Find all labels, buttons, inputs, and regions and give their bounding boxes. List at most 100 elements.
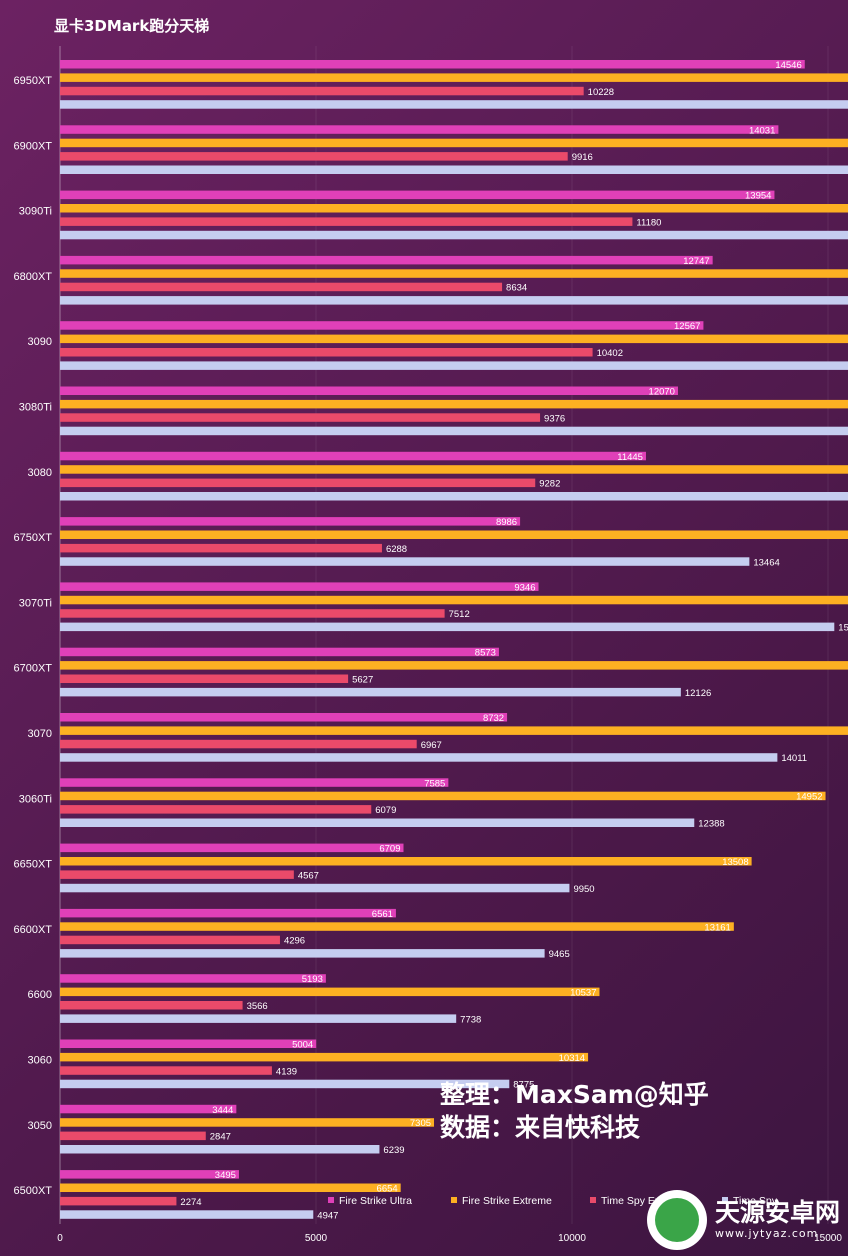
value-label: 6967 — [421, 740, 442, 751]
bar — [60, 478, 536, 488]
bar — [60, 530, 848, 539]
bar — [60, 674, 349, 683]
category-label: 3060Ti — [19, 793, 52, 805]
bar — [60, 1039, 317, 1048]
bar — [60, 282, 503, 292]
category-label: 3090 — [28, 336, 52, 348]
bar — [60, 582, 539, 591]
value-label: 15123 — [838, 623, 848, 634]
category-label: 3080 — [28, 467, 52, 479]
bar — [60, 595, 848, 605]
value-label: 10537 — [570, 988, 596, 999]
legend-label: Fire Strike Extreme — [462, 1195, 552, 1207]
bar — [60, 739, 417, 749]
category-label: 6950XT — [13, 75, 52, 87]
value-label: 4296 — [284, 936, 305, 947]
value-label: 6709 — [379, 844, 400, 855]
x-tick-label: 5000 — [305, 1233, 328, 1244]
category-label: 6500XT — [13, 1185, 52, 1197]
bar — [60, 687, 681, 697]
bar — [60, 1210, 314, 1219]
value-label: 6239 — [383, 1145, 404, 1156]
bar — [60, 399, 848, 409]
value-label: 14031 — [749, 125, 775, 136]
value-label: 9465 — [549, 949, 570, 960]
value-label: 7512 — [449, 609, 470, 620]
category-label: 6600XT — [13, 924, 52, 936]
bar — [60, 334, 848, 344]
value-label: 9346 — [514, 582, 535, 593]
bar — [60, 165, 848, 174]
category-label: 3060 — [28, 1055, 52, 1067]
category-label: 3070Ti — [19, 597, 52, 609]
bar — [60, 413, 541, 422]
value-label: 8732 — [483, 713, 504, 724]
bar — [60, 269, 848, 278]
bar — [60, 217, 633, 226]
bar — [60, 1131, 206, 1141]
bar — [60, 883, 570, 893]
value-label: 14011 — [781, 753, 807, 764]
x-axis-ticks: 05000100001500020000 — [57, 1233, 842, 1244]
bar — [60, 1079, 510, 1089]
x-tick-label: 10000 — [558, 1233, 586, 1244]
bar — [60, 1104, 237, 1114]
bar — [60, 73, 848, 82]
category-label: 3090Ti — [19, 206, 52, 218]
bar — [60, 857, 752, 866]
value-label: 13954 — [745, 191, 771, 202]
bar — [60, 908, 396, 918]
watermark-line-2: 数据：来自快科技 — [440, 1113, 641, 1142]
bar — [60, 1014, 457, 1023]
category-label: 6800XT — [13, 271, 52, 283]
category-label: 3080Ti — [19, 402, 52, 414]
bar — [60, 1118, 435, 1127]
bar — [60, 791, 826, 801]
bar — [60, 647, 499, 657]
legend-swatch — [451, 1197, 457, 1203]
value-label: 13508 — [722, 857, 748, 868]
bar — [60, 361, 848, 370]
value-label: 9916 — [572, 152, 593, 163]
x-tick-label: 0 — [57, 1233, 63, 1244]
bar — [60, 152, 568, 161]
bar — [60, 1052, 589, 1062]
value-label: 8986 — [496, 517, 517, 528]
category-label: 6650XT — [13, 859, 52, 871]
bar — [60, 1145, 380, 1154]
bar — [60, 870, 294, 879]
android-logo-icon — [646, 1190, 707, 1250]
value-label: 7305 — [410, 1118, 431, 1129]
value-label: 7738 — [460, 1014, 481, 1025]
bar — [60, 922, 734, 931]
bar — [60, 1066, 272, 1075]
bar — [60, 255, 713, 265]
value-label: 3495 — [215, 1170, 236, 1181]
value-label: 11445 — [617, 452, 643, 463]
value-label: 13464 — [753, 557, 779, 568]
bar — [60, 230, 848, 240]
bar — [60, 125, 779, 134]
bar — [60, 726, 848, 735]
bar — [60, 426, 848, 436]
bar — [60, 204, 848, 213]
bars — [60, 60, 848, 1219]
value-label: 8775 — [513, 1080, 534, 1091]
bar — [60, 974, 326, 983]
legend-swatch — [590, 1197, 596, 1203]
bar — [60, 622, 835, 632]
grid-lines — [59, 46, 829, 1224]
value-label: 12388 — [698, 819, 724, 830]
category-label: 6750XT — [13, 532, 52, 544]
value-label: 12567 — [674, 321, 700, 332]
bar — [60, 492, 848, 501]
bar — [60, 1001, 243, 1010]
value-labels: 1454628984102282105614031281869916204461… — [180, 60, 848, 1221]
category-label: 3050 — [28, 1120, 52, 1132]
value-label: 4139 — [276, 1066, 297, 1077]
value-label: 5193 — [302, 974, 323, 985]
bar — [60, 987, 600, 997]
chart-title: 显卡3DMark跑分天梯 — [54, 17, 209, 35]
legend-swatch — [328, 1197, 334, 1203]
value-label: 8634 — [506, 283, 527, 294]
